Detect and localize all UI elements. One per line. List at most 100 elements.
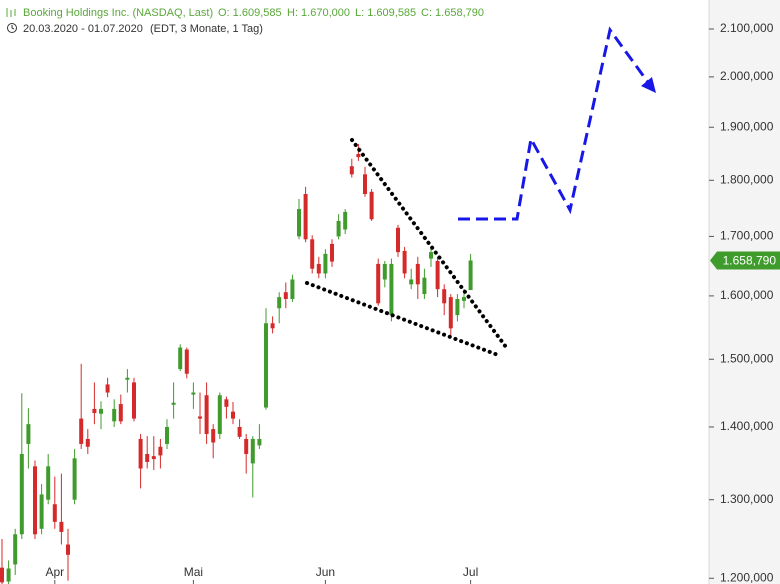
candle-body	[118, 404, 123, 422]
candle-body	[264, 323, 268, 408]
candle-body	[39, 494, 44, 529]
candle-body	[455, 298, 460, 316]
candle-body	[0, 567, 4, 583]
candle-body	[336, 220, 341, 237]
candle-body	[310, 239, 315, 269]
candle-body	[237, 426, 242, 437]
candle-body	[250, 438, 255, 464]
candle-body	[85, 438, 90, 447]
candle-body	[66, 544, 70, 555]
chart-icon	[6, 8, 16, 17]
y-tick-label: 1.300,000	[720, 492, 774, 506]
candle-body	[191, 392, 196, 395]
candle-body	[72, 458, 77, 500]
header-value: L: 1.609,585	[355, 7, 416, 19]
candle-body	[105, 384, 110, 393]
chart-subtitle: 20.03.2020 - 01.07.2020	[23, 23, 143, 35]
clock-icon	[7, 23, 17, 33]
price-tag-label: 1.658,790	[723, 254, 777, 268]
candle-body	[6, 568, 11, 582]
candle-body	[13, 534, 18, 565]
header: Booking Holdings Inc. (NASDAQ, Last) O: …	[6, 7, 484, 35]
candle-body	[33, 466, 37, 535]
chart-subtitle-note: (EDT, 3 Monate, 1 Tag)	[150, 23, 263, 35]
candle-body	[151, 456, 156, 460]
forecast-path	[458, 26, 652, 221]
y-tick-label: 1.900,000	[720, 119, 774, 133]
candle-body	[283, 292, 288, 299]
candle-body	[402, 250, 407, 274]
y-tick-label: 1.500,000	[720, 351, 774, 365]
candle-body	[145, 453, 150, 462]
candle-body	[363, 174, 367, 195]
candle-body	[290, 279, 295, 299]
candle-body	[52, 504, 57, 522]
candle-body	[422, 277, 427, 295]
candle-body	[257, 438, 262, 446]
header-value: C: 1.658,790	[421, 7, 484, 19]
candle-body	[277, 297, 282, 309]
candle-body	[382, 263, 387, 280]
candle-body	[217, 395, 222, 434]
candle-body	[409, 279, 414, 285]
y-tick-label: 2.000,000	[720, 69, 774, 83]
candle-body	[369, 191, 374, 220]
candle-body	[26, 424, 31, 444]
candle-body	[303, 194, 308, 240]
candle-body	[158, 446, 163, 456]
candle-body	[46, 466, 51, 500]
candle-body	[19, 453, 24, 535]
candle-body	[231, 411, 235, 419]
candle-body	[204, 395, 209, 434]
candle-body	[165, 426, 169, 444]
header-value: H: 1.670,000	[287, 7, 350, 19]
y-tick-label: 1.200,000	[720, 570, 774, 584]
candle-body	[224, 399, 229, 407]
candle-body	[244, 438, 249, 454]
clock-hand	[11, 25, 15, 30]
header-value: O: 1.609,585	[218, 7, 282, 19]
candle-body	[343, 211, 348, 230]
candle-body	[112, 408, 117, 422]
candle-body	[99, 408, 103, 414]
candle-body	[297, 209, 301, 237]
candle-body	[184, 349, 189, 374]
candle-body	[198, 416, 202, 419]
axis-panel	[709, 0, 780, 584]
price-tag	[710, 251, 780, 270]
chart-title: Booking Holdings Inc. (NASDAQ, Last)	[23, 7, 213, 19]
candle-body	[211, 429, 216, 443]
candle-body	[79, 418, 84, 444]
y-tick-label: 1.800,000	[720, 172, 774, 186]
candle-body	[178, 347, 183, 370]
plot-area	[0, 143, 473, 584]
candle-body	[442, 289, 447, 304]
candle-body	[429, 252, 433, 259]
y-tick-label: 1.400,000	[720, 419, 774, 433]
y-tick-label: 2.100,000	[720, 21, 774, 35]
candle-body	[435, 260, 440, 290]
candle-body	[138, 438, 143, 469]
candle-body	[356, 153, 361, 158]
x-tick-label: Apr	[45, 565, 64, 579]
candle-body	[448, 297, 453, 329]
candle-body	[92, 408, 97, 414]
wedge-lower	[305, 281, 500, 357]
candle-body	[171, 402, 176, 405]
x-tick-label: Mai	[184, 565, 203, 579]
candle-body	[415, 263, 420, 285]
candle-body	[349, 166, 354, 175]
wedge-upper	[350, 138, 508, 349]
candle-body	[270, 323, 275, 329]
y-tick-label: 1.700,000	[720, 229, 774, 243]
candle-body	[468, 260, 473, 291]
candle-body	[376, 263, 381, 304]
candle-body	[330, 243, 334, 262]
candle-body	[316, 263, 321, 274]
candle-body	[323, 253, 328, 274]
forecast-arrow	[641, 77, 656, 93]
y-tick-label: 1.600,000	[720, 288, 774, 302]
candle-body	[132, 382, 136, 419]
candle-body	[462, 297, 466, 301]
